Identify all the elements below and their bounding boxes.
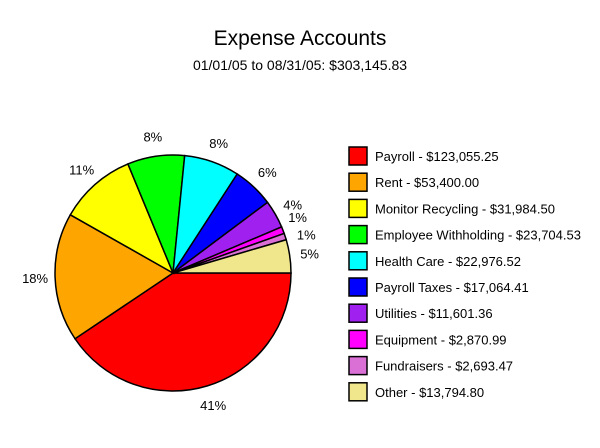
legend-swatch bbox=[348, 382, 368, 402]
slice-percent-label: 4% bbox=[283, 197, 302, 212]
pie-slice bbox=[54, 213, 175, 340]
slice-percent-label: 6% bbox=[258, 165, 277, 180]
legend-label: Payroll Taxes - $17,064.41 bbox=[375, 280, 529, 295]
slice-percent-label: 1% bbox=[297, 227, 316, 242]
legend-label: Employee Withholding - $23,704.53 bbox=[375, 228, 581, 243]
legend-swatch bbox=[348, 355, 368, 376]
legend-swatch bbox=[348, 303, 368, 323]
legend-swatch bbox=[348, 224, 368, 245]
slice-percent-label: 41% bbox=[200, 398, 226, 413]
legend-label: Equipment - $2,870.99 bbox=[375, 332, 507, 347]
legend-label: Payroll - $123,055.25 bbox=[375, 149, 499, 164]
legend-swatch bbox=[348, 277, 368, 297]
legend-swatch bbox=[348, 251, 368, 271]
legend-label: Rent - $53,400.00 bbox=[375, 175, 479, 190]
chart-subtitle: 01/01/05 to 08/31/05: $303,145.83 bbox=[192, 57, 408, 73]
slice-percent-label: 5% bbox=[300, 246, 319, 261]
legend-label: Fundraisers - $2,693.47 bbox=[375, 359, 513, 374]
slice-percent-label: 8% bbox=[209, 136, 228, 151]
slice-percent-label: 8% bbox=[143, 129, 162, 144]
slice-percent-label: 11% bbox=[69, 163, 94, 178]
legend-label: Other - $13,794.80 bbox=[375, 385, 484, 400]
chart-title: Expense Accounts bbox=[213, 27, 387, 50]
legend-swatch bbox=[348, 172, 368, 192]
pie-slice bbox=[172, 238, 292, 274]
pie-slice bbox=[69, 162, 175, 275]
legend-swatch bbox=[348, 329, 368, 350]
pie-slice bbox=[73, 272, 292, 392]
legend-swatch bbox=[348, 146, 368, 166]
legend-label: Monitor Recycling - $31,984.50 bbox=[375, 201, 555, 216]
legend-label: Utilities - $11,601.36 bbox=[375, 306, 493, 321]
legend-label: Health Care - $22,976.52 bbox=[375, 254, 521, 269]
legend-swatch bbox=[348, 198, 368, 219]
slice-percent-label: 18% bbox=[22, 271, 48, 286]
slice-percent-label: 1% bbox=[288, 210, 307, 225]
